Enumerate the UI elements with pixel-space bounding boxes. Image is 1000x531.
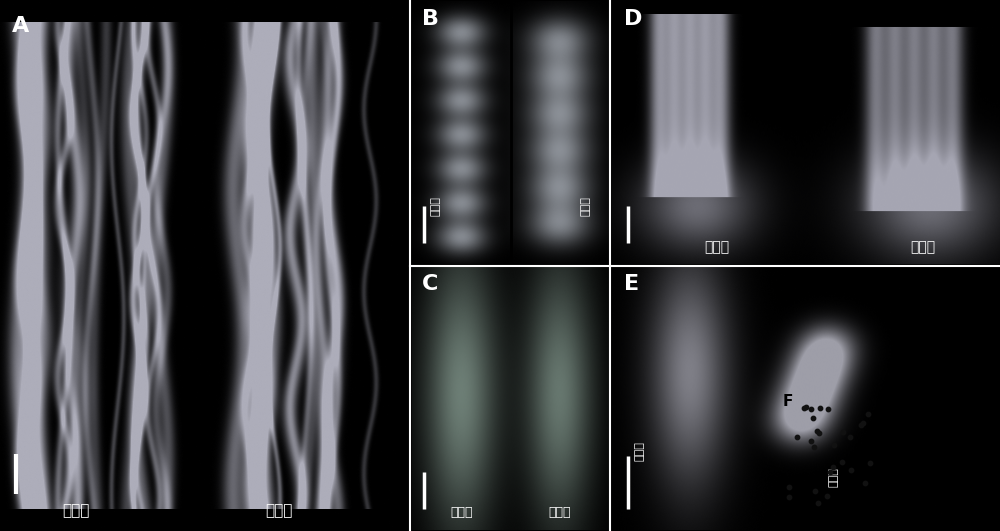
Text: 野生型: 野生型 — [62, 503, 90, 518]
Point — [860, 409, 876, 418]
Point — [810, 499, 826, 507]
Point — [855, 419, 871, 427]
Point — [857, 478, 873, 487]
Point — [842, 433, 858, 441]
Text: 野生型: 野生型 — [450, 507, 473, 519]
Text: 野生型: 野生型 — [431, 196, 441, 217]
Text: 突变体: 突变体 — [828, 467, 838, 487]
Point — [806, 443, 822, 451]
Point — [862, 459, 878, 467]
Point — [834, 458, 850, 467]
Text: D: D — [624, 9, 642, 29]
Text: C: C — [422, 275, 438, 295]
Point — [803, 436, 819, 445]
Point — [835, 427, 851, 436]
Text: F: F — [782, 394, 793, 409]
Text: 突变体: 突变体 — [265, 503, 292, 518]
Point — [781, 492, 797, 501]
Point — [809, 427, 825, 435]
Text: 野生型: 野生型 — [704, 240, 729, 254]
Point — [781, 483, 797, 492]
Point — [811, 429, 827, 438]
Point — [796, 404, 812, 413]
Text: E: E — [624, 275, 639, 295]
Point — [805, 414, 821, 423]
Point — [798, 402, 814, 411]
Point — [820, 405, 836, 414]
Text: B: B — [422, 9, 439, 29]
Point — [789, 433, 805, 441]
Text: 突变体: 突变体 — [548, 507, 571, 519]
Point — [843, 465, 859, 474]
Point — [853, 421, 869, 430]
Point — [826, 441, 842, 449]
Point — [822, 467, 838, 476]
Text: 突变体: 突变体 — [910, 240, 935, 254]
Point — [819, 492, 835, 501]
Text: 突变体: 突变体 — [580, 196, 590, 217]
Point — [825, 463, 841, 471]
Text: 野生型: 野生型 — [634, 441, 644, 461]
Point — [803, 405, 819, 413]
Text: A: A — [12, 16, 30, 36]
Point — [807, 487, 823, 495]
Text: G: G — [890, 394, 902, 409]
Point — [812, 403, 828, 412]
